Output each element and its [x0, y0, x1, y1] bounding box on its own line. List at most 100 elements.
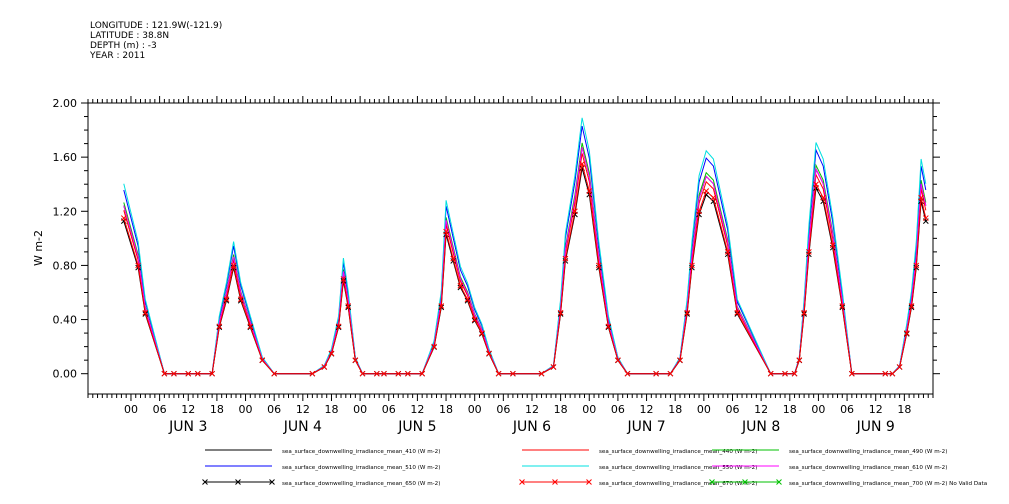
series-marker [457, 282, 464, 289]
x-hour-label: 18 [324, 403, 338, 416]
series-marker [791, 370, 798, 377]
series-marker [820, 194, 827, 201]
series-marker [903, 330, 910, 336]
series-marker [486, 350, 492, 357]
series-marker [352, 357, 359, 364]
x-day-label: JUN 9 [856, 419, 895, 435]
x-day-label: JUN 8 [741, 419, 780, 435]
legend-label: sea_surface_downwelling_irradiance_mean_… [599, 465, 757, 471]
x-hour-label: 06 [496, 403, 510, 416]
series-marker [684, 309, 690, 316]
series-marker [562, 255, 569, 262]
legend-label: sea_surface_downwelling_irradiance_mean_… [599, 481, 757, 487]
series-marker [696, 208, 702, 215]
series-line-4 [123, 125, 927, 375]
series-marker [579, 161, 585, 167]
x-hour-label: 18 [668, 403, 682, 416]
series-marker [419, 370, 426, 377]
x-day-label: JUN 6 [512, 419, 551, 435]
series-marker [796, 357, 803, 364]
series-marker [359, 370, 366, 377]
series-marker [801, 309, 807, 316]
legend-marker [202, 479, 208, 485]
series-marker [557, 309, 564, 316]
series-line-1 [123, 146, 927, 375]
legend-label: sea_surface_downwelling_irradiance_mean_… [599, 449, 757, 455]
series-marker [450, 255, 457, 262]
x-hour-label: 12 [869, 403, 883, 416]
series-marker [839, 303, 846, 309]
series-marker [510, 370, 516, 377]
legend-marker [519, 479, 525, 485]
x-hour-label: 18 [897, 403, 911, 416]
x-hour-label: 12 [410, 403, 424, 416]
y-tick-label: 1.60 [53, 151, 78, 164]
series-marker [194, 370, 201, 377]
series-marker [335, 323, 342, 330]
x-day-label: JUN 4 [283, 419, 322, 435]
series-marker [734, 309, 741, 316]
x-hour-label: 00 [239, 403, 253, 416]
series-marker [667, 370, 674, 377]
series-marker [689, 262, 695, 269]
y-tick-label: 2.00 [53, 97, 78, 110]
series-marker [782, 370, 788, 377]
series-marker [653, 370, 659, 377]
x-hour-label: 06 [611, 403, 625, 416]
legend-marker [742, 479, 748, 485]
series-marker [309, 370, 316, 377]
series-marker [882, 370, 889, 377]
series-marker [538, 370, 545, 377]
series-marker [381, 370, 387, 377]
series-layer [120, 117, 929, 377]
series-line-3 [123, 142, 927, 375]
x-hour-label: 00 [582, 403, 596, 416]
x-day-label: JUN 5 [397, 419, 436, 435]
series-marker [605, 323, 612, 330]
legend-label: sea_surface_downwelling_irradiance_mean_… [282, 465, 440, 471]
series-marker [171, 370, 177, 377]
year-label: YEAR : 2011 [90, 51, 146, 61]
series-marker [495, 370, 502, 377]
x-day-label: JUN 3 [168, 419, 207, 435]
x-hour-label: 00 [811, 403, 825, 416]
x-hour-label: 18 [210, 403, 224, 416]
series-marker [443, 228, 449, 235]
series-line-8 [123, 163, 927, 375]
legend-marker [586, 479, 592, 485]
series-line-6 [123, 146, 927, 375]
legend-label: sea_surface_downwelling_irradiance_mean_… [282, 481, 440, 487]
series-marker [185, 370, 192, 377]
series-marker [345, 303, 352, 309]
legend: sea_surface_downwelling_irradiance_mean_… [202, 449, 987, 487]
series-marker [550, 364, 557, 370]
legend-marker [776, 479, 782, 485]
series-marker [586, 188, 593, 194]
series-marker [216, 323, 223, 330]
plot-frame [87, 102, 934, 395]
legend-label: sea_surface_downwelling_irradiance_mean_… [789, 465, 947, 471]
series-marker [724, 249, 731, 255]
x-day-label: JUN 7 [626, 419, 665, 435]
series-marker [813, 181, 819, 188]
series-line-5 [123, 117, 927, 375]
legend-label: sea_surface_downwelling_irradiance_mean_… [789, 449, 947, 455]
series-marker [237, 297, 244, 304]
legend-marker [235, 479, 241, 485]
series-marker [595, 262, 602, 269]
x-hour-label: 06 [840, 403, 854, 416]
x-hour-label: 06 [153, 403, 167, 416]
series-marker [450, 258, 457, 264]
latitude-label: LATITUDE : 38.8N [90, 31, 170, 41]
legend-label: sea_surface_downwelling_irradiance_mean_… [282, 449, 440, 455]
series-marker [889, 370, 896, 377]
x-hour-label: 06 [267, 403, 281, 416]
series-line-2 [123, 153, 927, 375]
series-marker [209, 370, 215, 377]
x-hour-label: 00 [468, 403, 482, 416]
series-marker [464, 296, 471, 303]
dataset-header: LONGITUDE : 121.9W(-121.9) LATITUDE : 38… [90, 21, 222, 61]
series-marker [340, 276, 347, 282]
series-marker [479, 330, 485, 336]
